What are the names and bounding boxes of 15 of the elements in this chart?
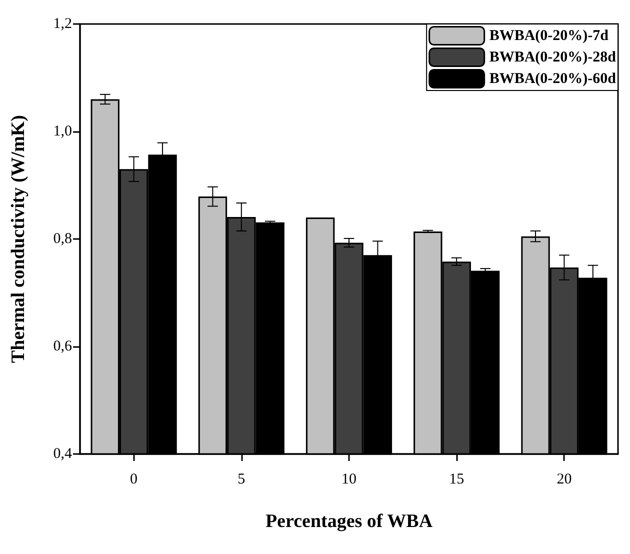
legend-label: BWBA(0-20%)-60d	[489, 70, 617, 87]
y-tick-label: 0,4	[53, 446, 72, 462]
y-tick-label: 0,8	[53, 231, 72, 247]
y-tick-label: 0,6	[53, 338, 72, 354]
x-tick-label: 10	[342, 472, 356, 488]
x-tick-label: 15	[449, 472, 464, 488]
x-axis-title: Percentages of WBA	[265, 511, 433, 532]
x-tick-label: 0	[130, 472, 138, 488]
legend-label: BWBA(0-20%)-7d	[489, 28, 610, 44]
y-tick-label: 1,0	[53, 124, 72, 140]
y-tick-label: 1,2	[53, 16, 72, 32]
y-axis-title: Thermal conductivity (W/mK)	[8, 114, 29, 364]
legend-label: BWBA(0-20%)-28d	[489, 49, 617, 66]
x-tick-label: 5	[238, 472, 246, 488]
x-tick-label: 20	[556, 472, 572, 488]
